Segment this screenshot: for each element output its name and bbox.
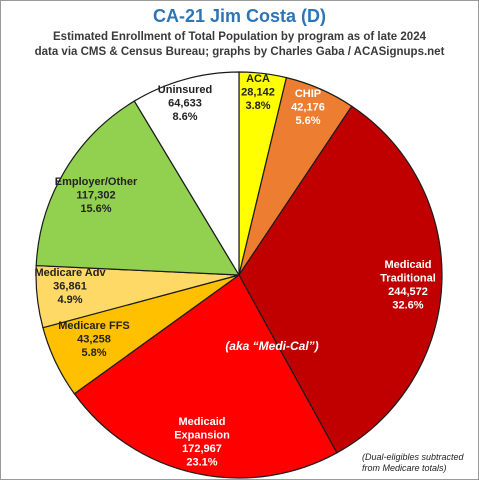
slice-label-employer-other: Employer/Other 117,302 15.6% — [55, 176, 138, 215]
pie-slice-medicaid-expansion — [73, 274, 338, 479]
pie-slice-employer-other — [35, 100, 241, 276]
slice-label-aca: ACA 28,142 3.8% — [241, 73, 275, 112]
slice-label-medicaid-traditional: Medicaid Traditional 244,572 32.6% — [380, 259, 436, 312]
medi-cal-annotation: (aka “Medi-Cal”) — [225, 339, 318, 353]
chart-subtitle-line-2: data via CMS & Census Bureau; graphs by … — [34, 46, 445, 58]
pie-slice-uninsured — [133, 71, 240, 278]
chart-subtitle-line-1: Estimated Enrollment of Total Population… — [53, 31, 426, 43]
slice-label-medicare-ffs: Medicare FFS 43,258 5.8% — [58, 320, 130, 359]
footnote: (Dual-eligibles subtracted from Medicare… — [362, 452, 464, 473]
chart-title: CA-21 Jim Costa (D) — [152, 6, 327, 26]
slice-label-chip: CHIP 42,176 5.6% — [291, 88, 325, 127]
slice-label-uninsured: Uninsured 64,633 8.6% — [158, 84, 212, 123]
slice-label-medicare-adv: Medicare Adv 36,861 4.9% — [34, 267, 106, 306]
slice-label-medicaid-expansion: Medicaid Expansion 172,967 23.1% — [174, 416, 230, 469]
